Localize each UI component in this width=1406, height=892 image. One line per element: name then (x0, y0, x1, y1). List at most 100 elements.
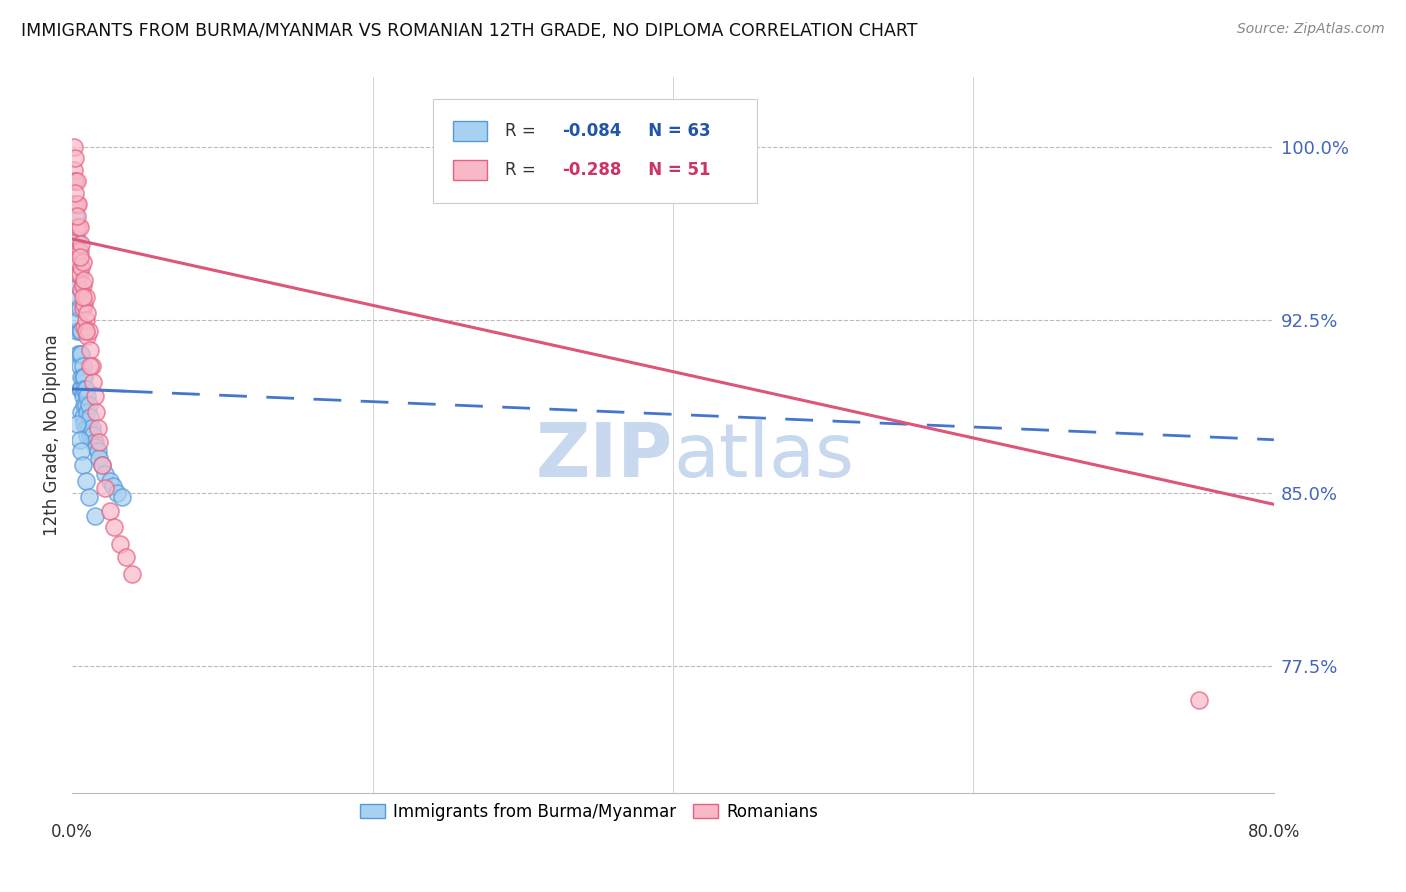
Point (62, 232, 84, 246)
Text: R =: R = (505, 122, 541, 140)
Point (72, 290, 94, 304)
Point (87, 444, 110, 458)
Point (79, 428, 101, 442)
Point (73, 370, 96, 384)
Point (69, 347, 91, 361)
FancyBboxPatch shape (433, 99, 758, 202)
Point (65, 151, 87, 165)
Point (82, 375, 104, 389)
Point (62, 162, 84, 177)
Point (89, 451, 111, 466)
Point (67, 347, 90, 361)
Text: ZIP: ZIP (536, 420, 673, 493)
Text: Source: ZipAtlas.com: Source: ZipAtlas.com (1237, 22, 1385, 37)
Point (75, 312, 97, 326)
Point (67, 267, 90, 281)
Point (66, 417, 89, 431)
Point (94, 481, 117, 495)
Point (69, 382, 91, 396)
Point (87, 421, 110, 435)
Point (77, 421, 100, 435)
Point (73, 398, 96, 412)
Point (69, 220, 91, 235)
Point (66, 244, 89, 258)
Point (65, 174, 87, 188)
Point (105, 485, 128, 500)
Point (82, 428, 104, 442)
Point (83, 435, 105, 450)
Point (66, 301, 89, 316)
Y-axis label: 12th Grade, No Diploma: 12th Grade, No Diploma (44, 334, 60, 536)
Point (65, 197, 87, 211)
Point (67, 290, 90, 304)
Point (66, 255, 89, 269)
Point (84, 440, 107, 454)
Point (103, 520, 125, 534)
Point (76, 428, 98, 442)
Point (73, 417, 96, 431)
Point (76, 329, 98, 343)
Text: 0.0%: 0.0% (51, 823, 93, 841)
Point (75, 398, 97, 412)
Point (67, 312, 90, 326)
Point (69, 433, 91, 447)
Point (67, 267, 90, 281)
Bar (453, 121, 486, 141)
Point (79, 359, 101, 373)
Point (72, 389, 94, 403)
Point (66, 174, 89, 188)
Point (75, 421, 97, 435)
Point (72, 359, 94, 373)
Point (75, 290, 97, 304)
Point (98, 475, 121, 489)
Point (65, 209, 87, 223)
Point (69, 267, 91, 281)
Point (69, 301, 91, 316)
Point (72, 409, 94, 424)
Point (62, 197, 84, 211)
Point (98, 504, 121, 518)
Point (75, 324, 97, 338)
Point (110, 536, 132, 550)
Point (70, 347, 93, 361)
Point (67, 220, 90, 235)
Text: N = 63: N = 63 (631, 122, 710, 140)
Bar (453, 161, 486, 180)
Point (72, 278, 94, 293)
Point (66, 209, 89, 223)
Point (121, 566, 143, 581)
Point (72, 301, 94, 316)
Point (69, 359, 91, 373)
Text: 80.0%: 80.0% (1247, 823, 1301, 841)
Point (80, 421, 103, 435)
Point (67, 197, 90, 211)
Point (70, 260, 93, 274)
Point (72, 370, 94, 384)
Point (84, 405, 107, 419)
Point (77, 491, 100, 505)
Text: atlas: atlas (673, 420, 853, 493)
Point (73, 273, 96, 287)
Point (69, 251, 91, 265)
Point (66, 278, 89, 293)
Point (66, 197, 89, 211)
Point (70, 405, 93, 419)
Point (70, 382, 93, 396)
Point (66, 324, 89, 338)
Point (66, 220, 89, 235)
Point (62, 174, 84, 188)
Point (101, 479, 124, 493)
Point (76, 405, 98, 419)
Point (65, 232, 87, 246)
Point (83, 508, 105, 523)
Point (77, 324, 100, 338)
Legend: Immigrants from Burma/Myanmar, Romanians: Immigrants from Burma/Myanmar, Romanians (353, 796, 825, 828)
Point (1188, 693, 1211, 707)
Point (75, 382, 97, 396)
Point (70, 324, 93, 338)
Text: IMMIGRANTS FROM BURMA/MYANMAR VS ROMANIAN 12TH GRADE, NO DIPLOMA CORRELATION CHA: IMMIGRANTS FROM BURMA/MYANMAR VS ROMANIA… (21, 22, 918, 40)
Point (69, 324, 91, 338)
Text: N = 51: N = 51 (631, 161, 710, 179)
Point (72, 255, 94, 269)
Point (83, 389, 105, 403)
